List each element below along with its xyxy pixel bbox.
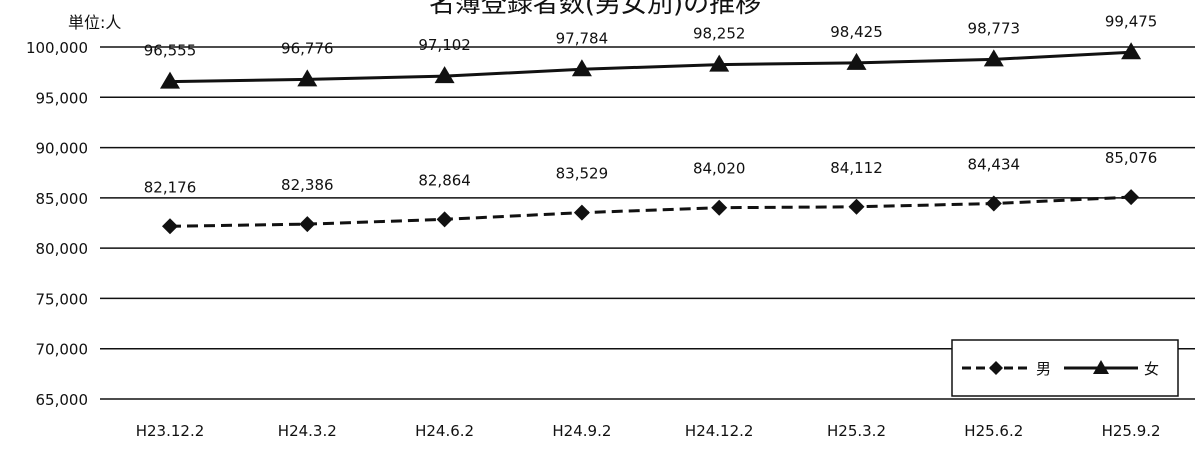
y-tick-label: 65,000 — [36, 391, 89, 409]
data-point — [434, 66, 455, 84]
y-tick-label: 90,000 — [36, 140, 89, 158]
x-tick-label: H24.9.2 — [552, 422, 611, 440]
data-point — [571, 59, 592, 77]
y-axis: 65,000 70,000 75,000 80,000 85,000 90,000 95,0… — [26, 39, 88, 409]
data-point — [436, 211, 453, 228]
series-male: 82,176 82,386 82,864 83,529 84,020 84,112 84,4… — [144, 149, 1158, 235]
data-label: 82,864 — [418, 171, 471, 189]
data-point — [160, 71, 180, 89]
y-tick-label: 75,000 — [36, 290, 89, 308]
x-tick-label: H24.12.2 — [685, 422, 754, 440]
x-tick-label: H24.6.2 — [415, 422, 474, 440]
x-tick-label: H25.3.2 — [827, 422, 886, 440]
data-point — [711, 199, 728, 216]
data-label: 84,434 — [968, 156, 1021, 174]
data-label: 97,784 — [556, 29, 609, 47]
x-tick-label: H25.6.2 — [964, 422, 1023, 440]
data-point — [297, 69, 318, 87]
data-point — [983, 49, 1004, 67]
data-label: 98,425 — [830, 23, 883, 41]
legend-label-female: 女 — [1144, 360, 1159, 378]
data-point — [709, 54, 730, 72]
data-point — [1123, 189, 1140, 206]
data-point — [299, 216, 316, 233]
data-label: 96,555 — [144, 42, 197, 60]
data-point — [848, 198, 865, 215]
y-tick-label: 70,000 — [36, 341, 89, 359]
data-label: 97,102 — [418, 36, 471, 54]
chart-title: 名簿登録者数(男女別)の推移 — [429, 0, 761, 19]
series-female: 96,555 96,776 97,102 97,784 98,252 98,425 98,7… — [144, 12, 1158, 89]
x-tick-label: H24.3.2 — [278, 422, 337, 440]
data-label: 82,176 — [144, 178, 197, 196]
y-tick-label: 95,000 — [36, 89, 89, 107]
x-tick-label: H23.12.2 — [136, 422, 205, 440]
x-tick-label: H25.9.2 — [1102, 422, 1161, 440]
gridlines — [100, 46, 1195, 400]
data-label: 98,252 — [693, 25, 746, 43]
series-line — [169, 50, 1132, 84]
data-point — [985, 195, 1002, 212]
y-tick-label: 85,000 — [36, 190, 89, 208]
data-point — [1121, 42, 1142, 60]
y-tick-label: 100,000 — [26, 39, 88, 57]
data-point — [162, 218, 178, 235]
series-line — [169, 195, 1132, 228]
legend-marker-male — [989, 361, 1003, 375]
legend-label-male: 男 — [1036, 360, 1051, 378]
data-label: 96,776 — [281, 39, 334, 57]
data-point — [573, 204, 590, 221]
data-label: 83,529 — [556, 165, 609, 183]
series-layer: 82,176 82,386 82,864 83,529 84,020 84,112 84,4… — [144, 12, 1158, 235]
data-point — [846, 52, 867, 70]
data-label: 84,112 — [830, 159, 883, 177]
unit-label: 単位:人 — [68, 13, 121, 32]
y-tick-label: 80,000 — [36, 240, 89, 258]
x-axis: H23.12.2 H24.3.2 H24.6.2 H24.9.2 H24.12.2 H25… — [136, 422, 1161, 440]
data-label: 84,020 — [693, 160, 746, 178]
data-label: 82,386 — [281, 176, 334, 194]
legend-marker-female — [1093, 360, 1109, 374]
legend: 男 女 — [951, 339, 1179, 397]
data-label: 85,076 — [1105, 149, 1158, 167]
data-label: 98,773 — [968, 19, 1021, 37]
data-label: 99,475 — [1105, 12, 1158, 30]
